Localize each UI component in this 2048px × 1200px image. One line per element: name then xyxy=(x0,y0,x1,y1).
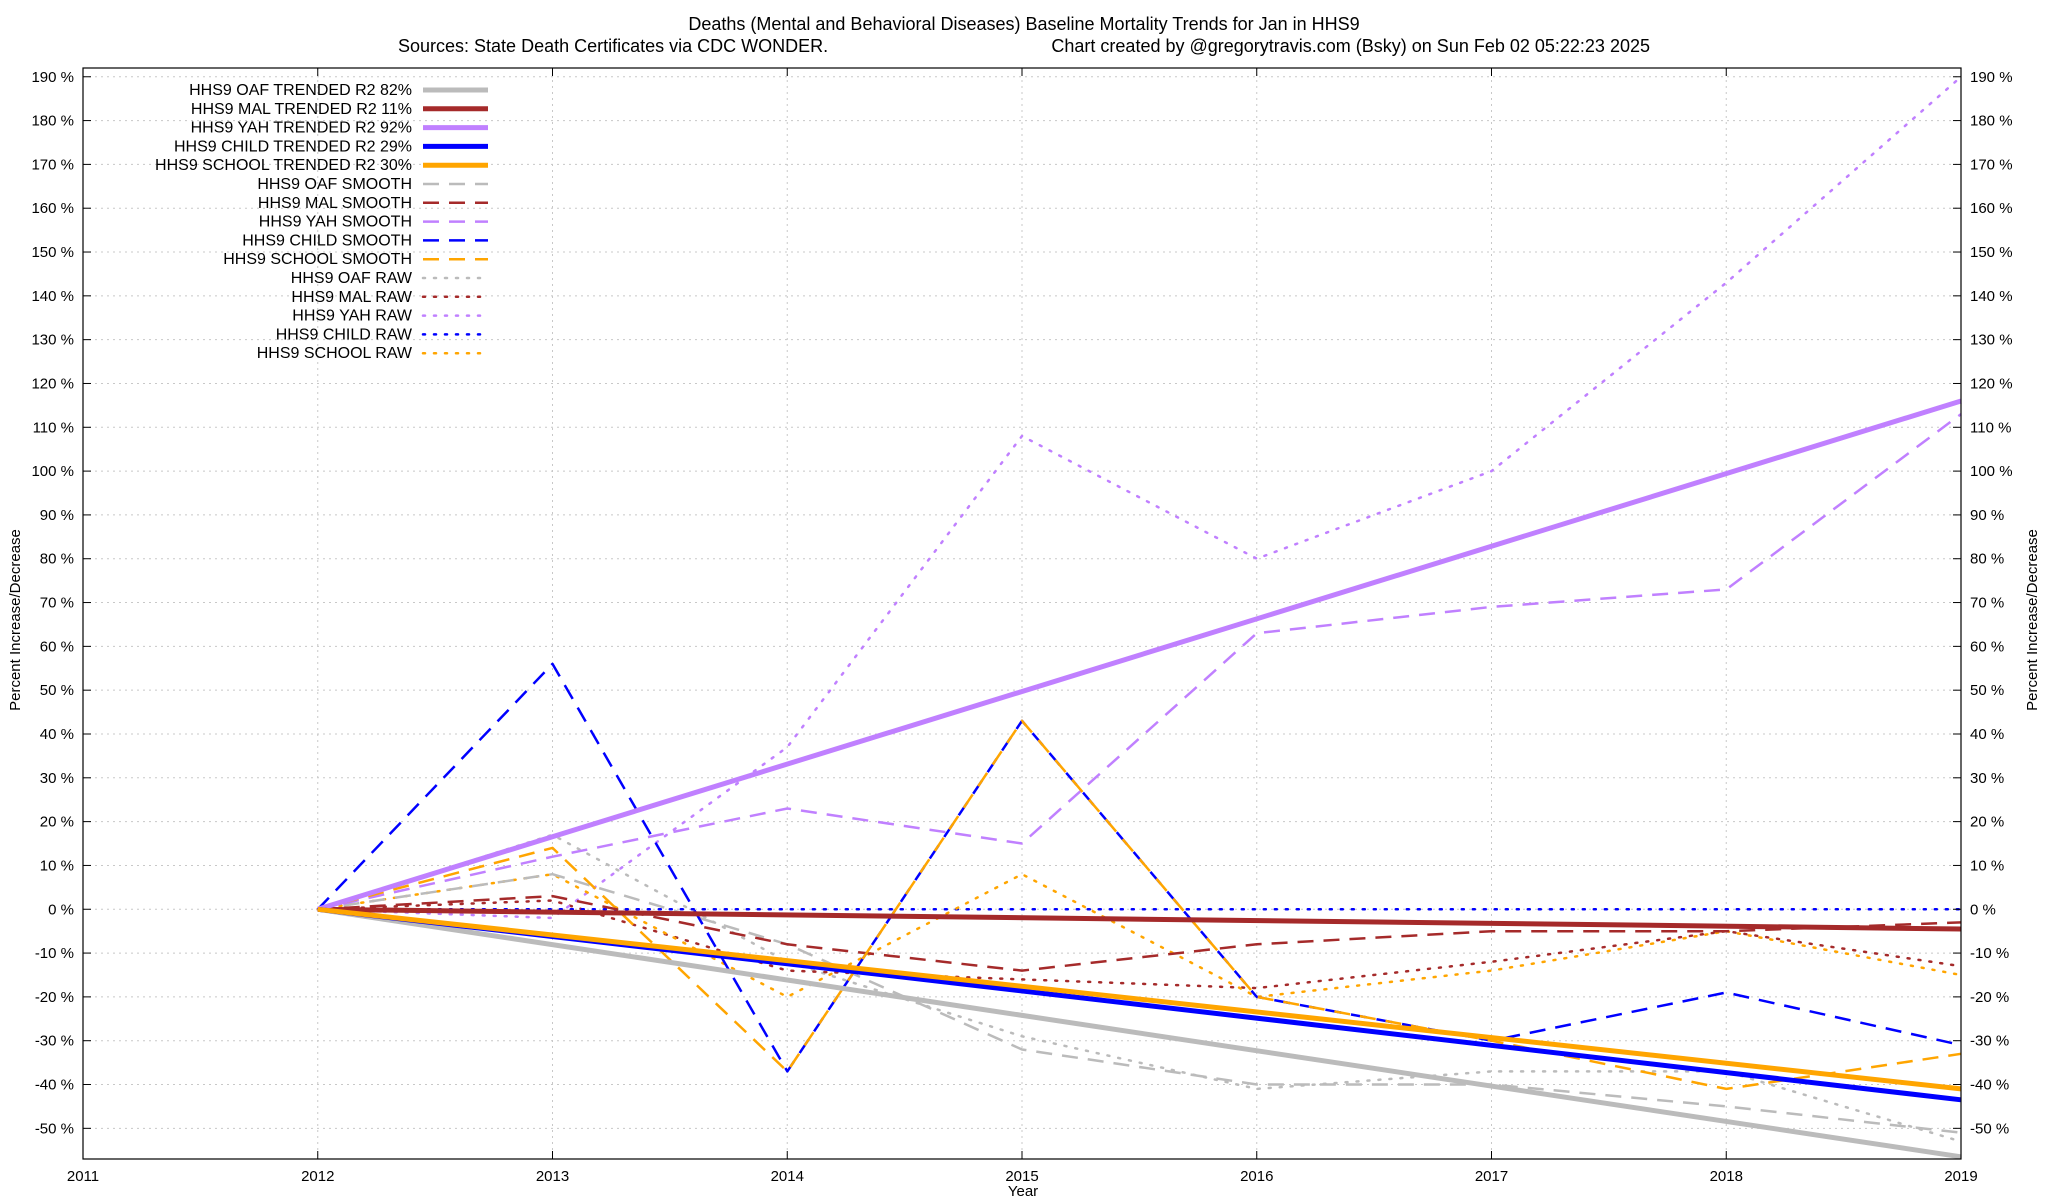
legend-label: HHS9 SCHOOL RAW xyxy=(257,345,413,362)
series-line-hhs9-mal-smooth xyxy=(317,894,1962,972)
chart-title: Deaths (Mental and Behavioral Diseases) … xyxy=(688,14,1359,34)
y-tick-label-right: 170 % xyxy=(1970,156,2013,173)
y-tick-label-left: -50 % xyxy=(35,1120,74,1137)
legend-label: HHS9 CHILD SMOOTH xyxy=(242,232,412,249)
legend-label: HHS9 YAH RAW xyxy=(292,308,413,325)
y-tick-label-right: 110 % xyxy=(1970,419,2011,436)
series-layer xyxy=(316,75,1963,1160)
y-tick-label-left: -30 % xyxy=(35,1033,74,1050)
x-tick-label: 2015 xyxy=(1005,1168,1038,1185)
legend-label: HHS9 SCHOOL SMOOTH xyxy=(223,251,412,268)
y-tick-label-right: 120 % xyxy=(1970,375,2013,392)
y-tick-label-left: 140 % xyxy=(31,288,74,305)
chart-subtitle-left: Sources: State Death Certificates via CD… xyxy=(398,36,828,56)
y-tick-label-left: 180 % xyxy=(31,113,74,130)
legend-label: HHS9 MAL RAW xyxy=(291,289,413,306)
legend: HHS9 OAF TRENDED R2 82% HHS9 MAL TRENDED … xyxy=(155,82,490,362)
x-tick-label: 2011 xyxy=(67,1168,99,1185)
y-tick-label-right: 50 % xyxy=(1970,682,2004,699)
y-tick-label-right: 30 % xyxy=(1970,770,2004,787)
x-tick-label: 2012 xyxy=(301,1168,334,1185)
x-tick-label: 2013 xyxy=(536,1168,569,1185)
x-axis-label: Year xyxy=(1008,1183,1038,1200)
y-tick-label-right: 80 % xyxy=(1970,551,2004,568)
y-tick-label-left: 120 % xyxy=(31,375,74,392)
y-tick-label-right: 180 % xyxy=(1970,113,2013,130)
y-tick-label-left: 80 % xyxy=(40,551,74,568)
y-tick-label-left: 60 % xyxy=(40,638,74,655)
y-tick-label-right: 10 % xyxy=(1970,857,2004,874)
y-tick-label-right: 190 % xyxy=(1970,69,2013,86)
y-tick-label-right: -10 % xyxy=(1970,945,2009,962)
y-tick-label-right: 70 % xyxy=(1970,595,2004,612)
series-line-hhs9-oaf-smooth xyxy=(317,872,1962,1134)
chart-subtitle-right: Chart created by @gregorytravis.com (Bsk… xyxy=(1051,36,1650,56)
y-tick-label-left: 40 % xyxy=(40,726,74,743)
y-tick-label-left: 150 % xyxy=(31,244,74,261)
x-tick-label: 2018 xyxy=(1710,1168,1743,1185)
legend-label: HHS9 OAF SMOOTH xyxy=(257,176,412,193)
y-tick-label-right: 90 % xyxy=(1970,507,2004,524)
legend-label: HHS9 YAH TRENDED R2 92% xyxy=(191,120,412,137)
y-tick-label-right: 60 % xyxy=(1970,638,2004,655)
series-line-hhs9-yah-smooth xyxy=(317,413,1962,911)
y-tick-label-left: -10 % xyxy=(35,945,74,962)
y-tick-label-left: 170 % xyxy=(31,156,74,173)
y-tick-label-left: 190 % xyxy=(31,69,74,86)
series-line-hhs9-yah-raw xyxy=(316,75,1963,920)
y-axis-label-right: Percent Increase/Decrease xyxy=(2024,529,2041,711)
y-tick-label-right: 130 % xyxy=(1970,332,2013,349)
x-tick-label: 2017 xyxy=(1475,1168,1508,1185)
x-tick-label: 2019 xyxy=(1944,1168,1977,1185)
series-line-hhs9-school-smooth xyxy=(317,719,1962,1091)
y-tick-label-right: 140 % xyxy=(1970,288,2013,305)
y-tick-label-right: -20 % xyxy=(1970,989,2009,1006)
series-line-hhs9-yah-trended-r2-92 xyxy=(317,398,1962,912)
series-line-hhs9-oaf-raw xyxy=(316,833,1963,1143)
y-tick-label-right: 40 % xyxy=(1970,726,2004,743)
y-tick-label-left: 50 % xyxy=(40,682,74,699)
series-line-hhs9-child-smooth xyxy=(316,662,1962,1073)
legend-label: HHS9 OAF RAW xyxy=(291,270,413,287)
x-tick-label: 2014 xyxy=(771,1168,804,1185)
y-tick-label-right: 100 % xyxy=(1970,463,2013,480)
y-tick-label-left: 160 % xyxy=(31,200,74,217)
y-tick-label-right: 150 % xyxy=(1970,244,2013,261)
legend-label: HHS9 CHILD TRENDED R2 29% xyxy=(174,138,412,155)
legend-label: HHS9 OAF TRENDED R2 82% xyxy=(189,82,412,99)
legend-label: HHS9 MAL SMOOTH xyxy=(258,195,412,212)
ticks: -50 % -50 % -40 % -40 % -30 % -30 % -20 % -20 %… xyxy=(31,68,2013,1185)
y-tick-label-left: -40 % xyxy=(35,1077,74,1094)
y-tick-label-left: -20 % xyxy=(35,989,74,1006)
y-tick-label-right: -50 % xyxy=(1970,1120,2009,1137)
y-tick-label-left: 70 % xyxy=(40,595,74,612)
legend-label: HHS9 MAL TRENDED R2 11% xyxy=(191,101,412,118)
y-tick-label-right: -30 % xyxy=(1970,1033,2009,1050)
y-tick-label-left: 90 % xyxy=(40,507,74,524)
legend-label: HHS9 CHILD RAW xyxy=(276,326,413,343)
y-tick-label-right: 0 % xyxy=(1970,901,1996,918)
y-tick-label-left: 20 % xyxy=(40,814,74,831)
y-tick-label-left: 110 % xyxy=(33,419,74,436)
x-tick-label: 2016 xyxy=(1240,1168,1273,1185)
series-line-hhs9-school-trended-r2-30 xyxy=(317,906,1962,1092)
series-line-hhs9-mal-trended-r2-11 xyxy=(317,906,1962,932)
legend-label: HHS9 SCHOOL TRENDED R2 30% xyxy=(155,157,412,174)
y-tick-label-left: 10 % xyxy=(40,857,74,874)
series-line-hhs9-oaf-trended-r2-82 xyxy=(317,906,1962,1160)
y-tick-label-left: 100 % xyxy=(31,463,74,480)
legend-label: HHS9 YAH SMOOTH xyxy=(259,214,412,231)
y-tick-label-left: 0 % xyxy=(48,901,74,918)
y-tick-label-right: 160 % xyxy=(1970,200,2013,217)
y-tick-label-right: -40 % xyxy=(1970,1077,2009,1094)
y-tick-label-left: 130 % xyxy=(31,332,74,349)
y-axis-label-left: Percent Increase/Decrease xyxy=(7,529,24,711)
y-tick-label-right: 20 % xyxy=(1970,814,2004,831)
y-tick-label-left: 30 % xyxy=(40,770,74,787)
grid xyxy=(82,68,1962,1159)
